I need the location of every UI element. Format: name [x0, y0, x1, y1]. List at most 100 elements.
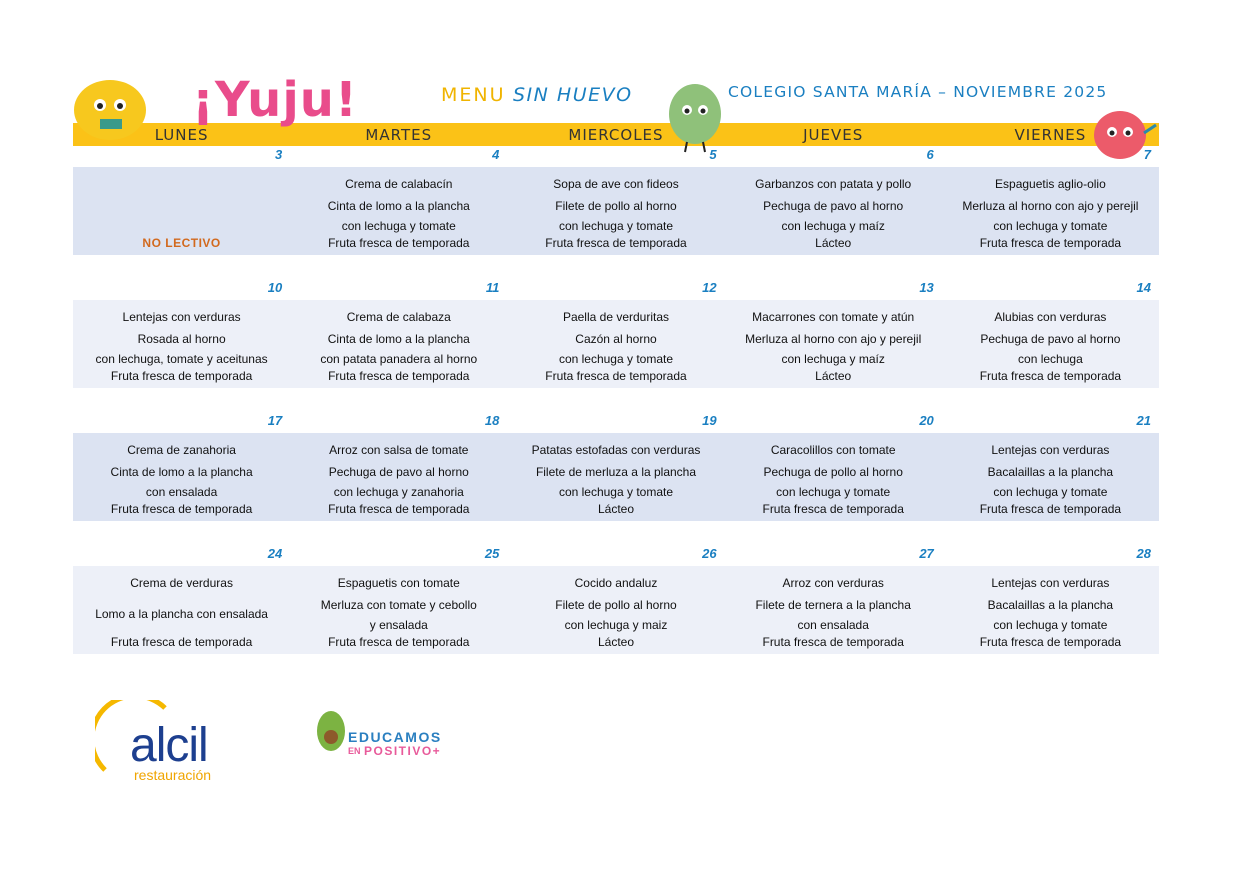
day-date: 25 — [484, 546, 500, 561]
day-date: 20 — [919, 413, 934, 428]
menu-line: Filete de merluza a la plancha — [535, 465, 697, 479]
day-band — [73, 123, 1159, 146]
menu-line: Crema de calabacín — [345, 177, 453, 191]
menu-variant: SIN HUEVO — [513, 84, 633, 106]
day-date: 5 — [709, 147, 717, 162]
menu-line: Fruta fresca de temporada — [110, 635, 253, 649]
menu-line: con patata panadera al horno — [320, 352, 478, 366]
menu-line: Fruta fresca de temporada — [545, 369, 687, 383]
day-date: 26 — [702, 546, 717, 561]
no-school-note: NO LECTIVO — [142, 236, 221, 250]
menu-label: MENU — [441, 84, 506, 106]
menu-line: Lácteo — [815, 236, 852, 250]
menu-line: Pechuga de pavo al horno — [980, 332, 1121, 346]
menu-line: Sopa de ave con fideos — [553, 177, 679, 191]
menu-line: Cinta de lomo a la plancha — [327, 332, 470, 346]
company-sub: restauración — [134, 767, 212, 783]
day-date: 14 — [1136, 280, 1151, 295]
company-logo: alcil — [130, 719, 209, 772]
day-date: 17 — [267, 413, 283, 428]
day-header: VIERNES — [1014, 126, 1087, 144]
week-block — [73, 433, 1159, 521]
program-post: POSITIVO+ — [364, 744, 442, 758]
menu-line: Cazón al horno — [575, 332, 657, 346]
menu-line: con lechuga — [1018, 352, 1083, 366]
day-date: 12 — [702, 280, 717, 295]
menu-line: Arroz con verduras — [782, 576, 884, 590]
menu-line: Merluza al horno con ajo y perejil — [962, 199, 1139, 213]
menu-line: Fruta fresca de temporada — [110, 369, 253, 383]
day-header: JUEVES — [803, 126, 864, 144]
day-date: 28 — [1136, 546, 1151, 561]
mascot-yellow — [74, 80, 146, 140]
menu-line: Lomo a la plancha con ensalada — [95, 607, 268, 621]
menu-line: Rosada al horno — [137, 332, 226, 346]
menu-line: Patatas estofadas con verduras — [531, 443, 701, 457]
menu-line: Fruta fresca de temporada — [328, 502, 470, 516]
menu-line: Alubias con verduras — [994, 310, 1107, 324]
mascot-red — [1094, 111, 1157, 159]
menu-line: Fruta fresca de temporada — [328, 369, 470, 383]
menu-line: Fruta fresca de temporada — [762, 635, 904, 649]
menu-line: con lechuga y tomate — [993, 485, 1108, 499]
day-date: 18 — [484, 413, 500, 428]
mascot-green — [669, 84, 721, 153]
alcil-arc — [95, 700, 167, 772]
menu-line: con lechuga y tomate — [993, 219, 1108, 233]
menu-line: Cocido andaluz — [574, 576, 658, 590]
menu-line: Fruta fresca de temporada — [328, 635, 470, 649]
menu-line: Fruta fresca de temporada — [979, 635, 1122, 649]
menu-line: Cinta de lomo a la plancha — [110, 465, 253, 479]
day-date: 6 — [926, 147, 934, 162]
brand-logo: ¡Yuju! — [192, 72, 358, 128]
menu-line: con ensalada — [145, 485, 218, 499]
menu-line: con lechuga y tomate — [993, 618, 1108, 632]
menu-line: Lácteo — [815, 369, 852, 383]
menu-line: Bacalaillas a la plancha — [987, 465, 1114, 479]
menu-line: Filete de pollo al horno — [555, 199, 677, 213]
menu-line: Arroz con salsa de tomate — [329, 443, 469, 457]
day-date: 3 — [274, 147, 283, 162]
menu-line: Crema de verduras — [130, 576, 233, 590]
day-header: MIERCOLES — [568, 126, 664, 144]
menu-line: Lentejas con verduras — [991, 443, 1110, 457]
menu-line: Merluza con tomate y cebollo — [320, 598, 477, 612]
school-title: COLEGIO SANTA MARÍA – NOVIEMBRE 2025 — [728, 83, 1108, 101]
menu-line: Espaguetis con tomate — [337, 576, 460, 590]
menu-line: con lechuga y tomate — [558, 352, 674, 366]
day-date: 21 — [1136, 413, 1151, 428]
program-pre: EN — [348, 746, 361, 756]
avocado-icon — [317, 711, 345, 751]
day-date: 11 — [485, 280, 500, 295]
day-date: 13 — [919, 280, 934, 295]
menu-line: con ensalada — [797, 618, 869, 632]
menu-line: Pechuga de pavo al horno — [763, 199, 904, 213]
menu-line: Fruta fresca de temporada — [979, 236, 1122, 250]
day-date: 24 — [267, 546, 283, 561]
menu-line: con lechuga y tomate — [776, 485, 891, 499]
menu-line: Fruta fresca de temporada — [762, 502, 904, 516]
day-date: 4 — [492, 147, 500, 162]
menu-line: Pechuga de pavo al horno — [328, 465, 469, 479]
menu-line: Filete de pollo al horno — [555, 598, 677, 612]
menu-line: Fruta fresca de temporada — [328, 236, 470, 250]
menu-line: Filete de ternera a la plancha — [755, 598, 911, 612]
menu-line: con lechuga y maiz — [564, 618, 668, 632]
menu-line: Fruta fresca de temporada — [979, 502, 1122, 516]
menu-line: Fruta fresca de temporada — [110, 502, 253, 516]
day-date: 10 — [267, 280, 283, 295]
menu-line: con lechuga y zanahoria — [333, 485, 464, 499]
menu-line: con lechuga y maíz — [781, 352, 885, 366]
menu-line: Merluza al horno con ajo y perejil — [745, 332, 922, 346]
menu-line: Paella de verduritas — [562, 310, 670, 324]
menu-line: Macarrones con tomate y atún — [752, 310, 915, 324]
week-block — [73, 300, 1159, 388]
menu-line: Fruta fresca de temporada — [545, 236, 687, 250]
menu-line: Lácteo — [597, 502, 634, 516]
menu-line: Crema de calabaza — [346, 310, 451, 324]
week-block — [73, 566, 1159, 654]
menu-line: con lechuga y tomate — [558, 485, 674, 499]
menu-line: y ensalada — [369, 618, 428, 632]
day-header: LUNES — [154, 126, 209, 144]
